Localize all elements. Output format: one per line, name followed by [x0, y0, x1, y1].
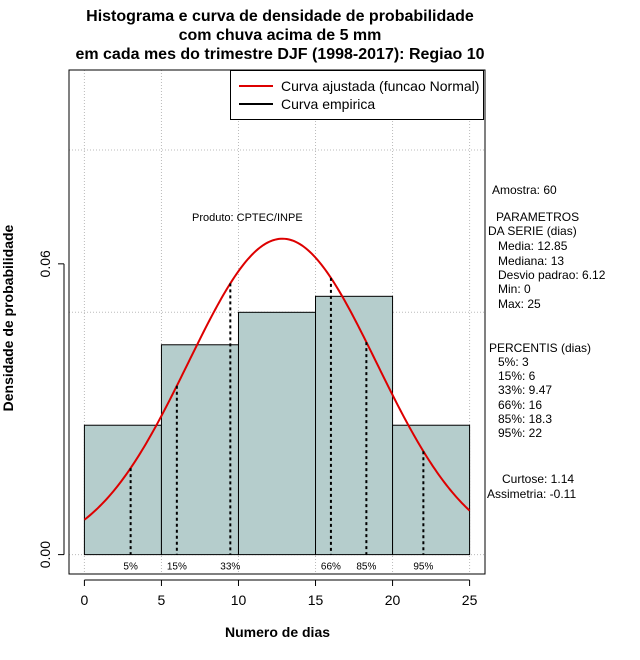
percentile-label: 33% [220, 562, 240, 573]
stat-curtose: Curtose: 1.14 [502, 472, 575, 486]
stat-assimetria: Assimetria: -0.11 [487, 487, 577, 501]
x-tick-label: 20 [385, 592, 401, 608]
stat-media: Media: 12.85 [498, 239, 568, 253]
histogram-bar [83, 424, 162, 556]
x-tick-label: 5 [158, 592, 166, 608]
chart-title-line-1: Histograma e curva de densidade de proba… [86, 8, 474, 25]
legend-item-normal: Curva ajustada (funcao Normal) [239, 78, 479, 94]
stat-p66: 66%: 16 [498, 398, 543, 412]
stat-min: Min: 0 [498, 282, 531, 296]
stat-serie-title: DA SERIE (dias) [488, 224, 577, 238]
stat-amostra: Amostra: 60 [492, 183, 557, 197]
x-tick-label: 25 [462, 592, 478, 608]
legend-swatch-normal [239, 85, 273, 87]
stat-p15: 15%: 6 [498, 369, 536, 383]
legend: Curva ajustada (funcao Normal) Curva emp… [230, 70, 484, 120]
x-tick-label: 0 [81, 592, 89, 608]
percentile-label: 66% [321, 562, 341, 573]
y-tick-label: 0.00 [37, 541, 53, 568]
normal-density-curve [83, 237, 471, 521]
x-axis-label: Numero de dias [224, 624, 331, 640]
y-tick-label: 0.06 [37, 250, 53, 277]
stat-mediana: Mediana: 13 [498, 254, 565, 268]
stat-p33: 33%: 9.47 [498, 383, 553, 397]
legend-swatch-empirical [239, 103, 273, 105]
stat-p5: 5%: 3 [498, 355, 529, 369]
stat-p95: 95%: 22 [498, 426, 543, 440]
percentile-label: 85% [356, 562, 376, 573]
credit-text: Produto: CPTEC/INPE [192, 212, 303, 224]
histogram-bar [392, 424, 471, 556]
stat-percentis-title: PERCENTIS (dias) [489, 341, 592, 355]
legend-label-empirical: Curva empirica [281, 96, 376, 112]
percentile-label: 5% [123, 562, 138, 573]
legend-label-normal: Curva ajustada (funcao Normal) [281, 78, 480, 94]
x-tick-label: 10 [231, 592, 247, 608]
legend-item-empirical: Curva empirica [239, 96, 375, 112]
y-axis-label: Densidade de probabilidade [0, 224, 16, 412]
histogram-bar [237, 311, 317, 556]
histogram-bar [160, 344, 239, 556]
percentile-label: 95% [413, 562, 433, 573]
chart-title-line-2: com chuva acima de 5 mm [178, 27, 382, 44]
percentile-label: 15% [167, 562, 187, 573]
chart-title-line-3: em cada mes do trimestre DJF (1998-2017)… [75, 46, 485, 63]
stat-max: Max: 25 [498, 297, 541, 311]
stat-p85: 85%: 18.3 [498, 412, 553, 426]
stat-desvio: Desvio padrao: 6.12 [498, 268, 606, 282]
x-tick-label: 15 [308, 592, 324, 608]
histogram-bar [315, 295, 394, 556]
stat-parametros-title: PARAMETROS [496, 210, 580, 224]
